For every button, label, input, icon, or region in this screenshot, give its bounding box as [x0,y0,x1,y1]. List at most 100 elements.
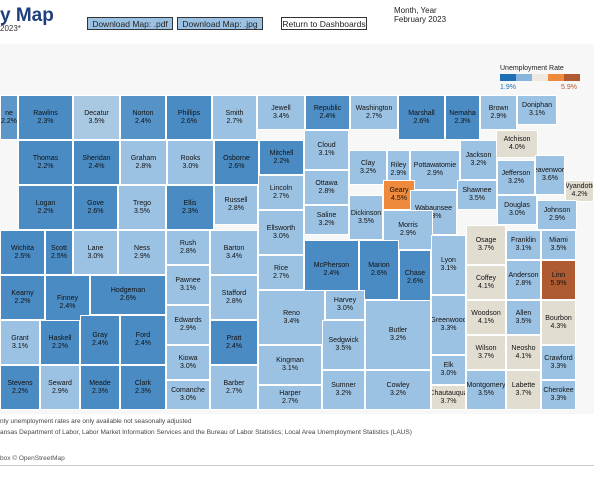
county-marshall[interactable]: Marshall 2.6% [398,95,445,140]
county-elk[interactable]: Elk 3.0% [431,355,466,385]
county-pratt[interactable]: Pratt 2.4% [210,320,258,365]
county-thomas[interactable]: Thomas 2.2% [18,140,73,185]
download-pdf-button[interactable]: Download Map: .pdf [87,17,173,30]
county-kingman[interactable]: Kingman 3.1% [258,345,322,385]
county-harvey[interactable]: Harvey 3.0% [325,290,365,320]
county-barber[interactable]: Barber 2.7% [210,365,258,410]
county-brown[interactable]: Brown 2.9% [480,95,517,130]
county-saline[interactable]: Saline 3.2% [304,205,349,235]
county-ellis[interactable]: Ellis 2.3% [166,185,214,230]
county-butler[interactable]: Butler 3.2% [365,300,431,370]
county-russell[interactable]: Russell 2.8% [214,185,258,225]
county-norton[interactable]: Norton 2.4% [120,95,166,140]
county-hodgeman[interactable]: Hodgeman 2.6% [90,275,166,315]
county-edwards[interactable]: Edwards 2.9% [166,305,210,345]
county-morris[interactable]: Morris 2.9% [383,210,433,250]
county-crawford[interactable]: Crawford 3.3% [541,345,576,380]
return-dashboards-button[interactable]: Return to Dashboards [281,17,367,30]
map-attribution[interactable]: box © OpenStreetMap [0,455,65,462]
county-atchison[interactable]: Atchison 4.0% [496,130,538,158]
county-labette[interactable]: Labette 3.7% [506,370,541,410]
county-shawnee[interactable]: Shawnee 3.5% [457,180,497,210]
county-kearny[interactable]: Kearny 2.2% [0,275,45,320]
county-geary[interactable]: Geary 4.5% [383,180,415,210]
county-clark[interactable]: Clark 2.3% [120,365,166,410]
county-cloud[interactable]: Cloud 3.1% [304,130,349,170]
county-ne[interactable]: ne 2.2% [0,95,18,140]
county-haskell[interactable]: Haskell 2.2% [40,320,80,365]
county-decatur[interactable]: Decatur 3.5% [73,95,120,140]
county-douglas[interactable]: Douglas 3.0% [497,195,537,225]
county-jefferson[interactable]: Jefferson 3.2% [497,160,535,195]
county-reno[interactable]: Reno 3.4% [258,290,325,345]
county-rawlins[interactable]: Rawlins 2.3% [18,95,73,140]
county-scott[interactable]: Scott 2.5% [45,230,73,275]
county-doniphan[interactable]: Doniphan 3.1% [517,95,557,125]
county-nemaha[interactable]: Nemaha 2.3% [445,95,480,140]
download-jpg-button[interactable]: Download Map: .jpg [177,17,263,30]
month-year-filter[interactable]: Month, Year February 2023 [394,6,446,24]
county-anderson[interactable]: Anderson 2.8% [506,260,541,300]
county-osborne[interactable]: Osborne 2.6% [214,140,259,185]
county-osage[interactable]: Osage 3.7% [466,225,506,265]
county-bourbon[interactable]: Bourbon 4.3% [541,300,576,345]
county-gove[interactable]: Gove 2.6% [73,185,118,230]
county-lyon[interactable]: Lyon 3.1% [431,235,466,295]
county-barton[interactable]: Barton 3.4% [210,230,258,275]
county-sedgwick[interactable]: Sedgwick 3.5% [322,320,365,370]
county-grant[interactable]: Grant 3.1% [0,320,40,365]
county-ottawa[interactable]: Ottawa 2.8% [304,170,349,205]
county-seward[interactable]: Seward 2.9% [40,365,80,410]
county-wilson[interactable]: Wilson 3.7% [466,335,506,370]
county-graham[interactable]: Graham 2.8% [120,140,167,185]
county-linn[interactable]: Linn 5.9% [541,260,576,300]
county-ellsworth[interactable]: Ellsworth 3.0% [258,210,304,255]
county-harper[interactable]: Harper 2.7% [258,385,322,410]
county-phillips[interactable]: Phillips 2.6% [166,95,212,140]
county-comanche[interactable]: Comanche 3.0% [166,380,210,410]
county-republic[interactable]: Republic 2.4% [305,95,350,130]
county-greenwood[interactable]: Greenwood 3.3% [431,295,466,355]
county-jackson[interactable]: Jackson 3.2% [460,140,497,180]
county-kiowa[interactable]: Kiowa 3.0% [166,345,210,380]
county-pottawatomie[interactable]: Pottawatomie 2.9% [410,150,460,190]
county-miami[interactable]: Miami 3.5% [541,230,576,260]
county-washington[interactable]: Washington 2.7% [350,95,398,130]
county-coffey[interactable]: Coffey 4.1% [466,265,506,300]
county-marion[interactable]: Marion 2.6% [359,240,399,300]
county-rice[interactable]: Rice 2.7% [258,255,304,290]
county-lincoln[interactable]: Lincoln 2.7% [258,175,304,210]
county-logan[interactable]: Logan 2.2% [18,185,73,230]
county-wyandotte[interactable]: Wyandotte4.2% [565,180,594,202]
county-trego[interactable]: Trego 3.5% [118,185,166,230]
county-gray[interactable]: Gray 2.4% [80,315,120,365]
county-smith[interactable]: Smith 2.7% [212,95,257,140]
county-chautauqua[interactable]: Chautauqua 3.7% [431,385,466,410]
county-jewell[interactable]: Jewell 3.4% [257,95,305,130]
county-sheridan[interactable]: Sheridan 2.4% [73,140,120,185]
county-wichita[interactable]: Wichita 2.5% [0,230,45,275]
county-rooks[interactable]: Rooks 3.0% [167,140,214,185]
county-ness[interactable]: Ness 2.9% [118,230,166,275]
county-chase[interactable]: Chase 2.6% [399,250,431,305]
county-cherokee[interactable]: Cherokee 3.3% [541,380,576,410]
county-lane[interactable]: Lane 3.0% [73,230,118,275]
county-rush[interactable]: Rush 2.8% [166,230,210,265]
county-allen[interactable]: Allen 3.5% [506,300,541,335]
county-stevens[interactable]: Stevens 2.2% [0,365,40,410]
county-meade[interactable]: Meade 2.3% [80,365,120,410]
county-montgomery[interactable]: Montgomery 3.5% [466,370,506,410]
county-leavenworth[interactable]: Leavenworth3.6% [535,155,565,195]
county-dickinson[interactable]: Dickinson 3.5% [349,195,383,240]
county-stafford[interactable]: Stafford 2.8% [210,275,258,320]
county-sumner[interactable]: Sumner 3.2% [322,370,365,410]
county-pawnee[interactable]: Pawnee 3.1% [166,265,210,305]
county-neosho[interactable]: Neosho 4.1% [506,335,541,370]
county-woodson[interactable]: Woodson 4.1% [466,300,506,335]
county-franklin[interactable]: Franklin 3.1% [506,230,541,260]
county-mitchell[interactable]: Mitchell 2.2% [259,140,304,175]
county-cowley[interactable]: Cowley 3.2% [365,370,431,410]
county-clay[interactable]: Clay 3.2% [349,150,387,185]
county-ford[interactable]: Ford 2.4% [120,315,166,365]
county-johnson[interactable]: Johnson 2.9% [537,200,577,230]
